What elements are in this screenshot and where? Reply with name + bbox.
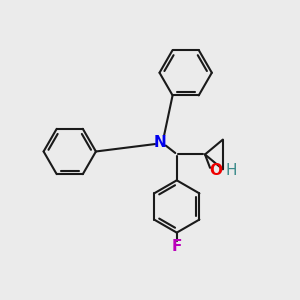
Text: H: H: [226, 163, 238, 178]
Text: O: O: [209, 163, 222, 178]
Text: N: N: [154, 135, 167, 150]
Text: F: F: [172, 238, 182, 253]
